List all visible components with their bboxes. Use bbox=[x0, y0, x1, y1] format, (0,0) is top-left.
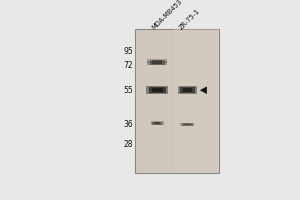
Bar bbox=[149, 87, 166, 93]
Bar bbox=[147, 61, 167, 65]
Bar bbox=[173, 29, 219, 173]
Bar bbox=[146, 86, 168, 94]
Bar bbox=[150, 60, 165, 62]
Text: MDA-MB453: MDA-MB453 bbox=[151, 0, 183, 31]
Bar bbox=[181, 123, 194, 126]
Bar bbox=[182, 88, 192, 92]
Bar bbox=[152, 60, 162, 62]
Bar bbox=[152, 62, 162, 64]
Text: 28: 28 bbox=[123, 140, 133, 149]
Text: 72: 72 bbox=[123, 61, 133, 70]
Text: 95: 95 bbox=[123, 47, 133, 56]
Bar bbox=[154, 122, 160, 124]
Bar bbox=[152, 88, 163, 92]
Bar bbox=[180, 87, 195, 93]
Bar bbox=[184, 124, 191, 125]
Bar bbox=[147, 59, 167, 63]
Text: 55: 55 bbox=[123, 86, 133, 95]
Bar bbox=[152, 122, 162, 125]
Text: 36: 36 bbox=[123, 120, 133, 129]
Bar bbox=[135, 29, 219, 173]
Bar bbox=[178, 86, 197, 94]
Bar bbox=[150, 62, 165, 65]
Bar bbox=[151, 121, 164, 125]
Bar bbox=[182, 123, 193, 126]
Text: ZR-75-1: ZR-75-1 bbox=[178, 8, 201, 31]
Polygon shape bbox=[200, 87, 207, 94]
